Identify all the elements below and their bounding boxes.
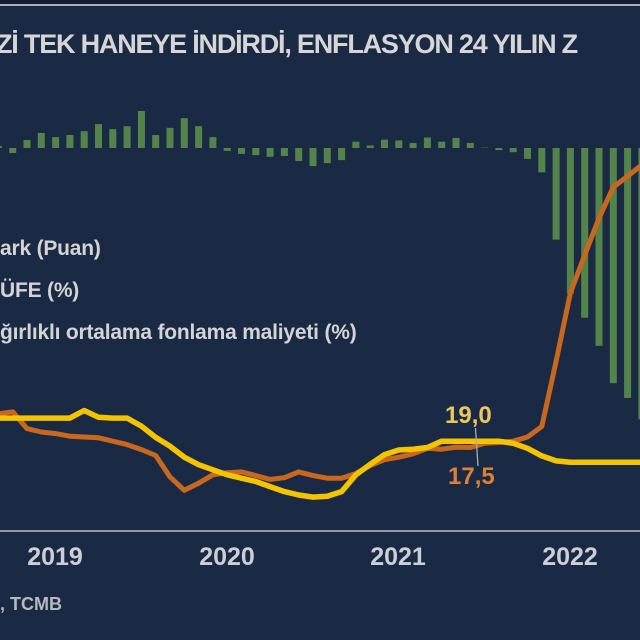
fark-bar (109, 129, 117, 148)
fark-bar (295, 148, 303, 161)
source-credit: , TCMB (0, 594, 62, 614)
legend-item-tufe: ÜFE (%) (0, 270, 357, 312)
legend-item-fonlama: ğırlıklı ortalama fonlama maliyeti (%) (0, 312, 357, 354)
fark-bar (152, 135, 160, 148)
difference-bars (0, 111, 640, 420)
fark-bar (309, 148, 317, 167)
fark-bar (80, 131, 88, 148)
legend-item-fark: ark (Puan) (0, 228, 357, 270)
fark-bar (223, 148, 231, 151)
fark-bar (466, 143, 474, 148)
fark-bar (52, 137, 60, 148)
fark-bar (352, 141, 360, 148)
fark-bar (0, 145, 2, 148)
fark-bar (166, 127, 174, 148)
tufe-line (0, 163, 640, 493)
fark-bar (266, 148, 274, 157)
fark-bar (137, 111, 145, 148)
fark-bar (552, 148, 560, 240)
fark-bar (381, 139, 388, 148)
fark-bar (524, 148, 531, 159)
frame-strip-top (0, 0, 640, 4)
fark-bar (566, 148, 574, 294)
x-tick-2021: 2021 (370, 543, 426, 571)
fark-bar (495, 148, 503, 151)
legend-label-tufe: ÜFE (%) (0, 279, 80, 302)
legend: ark (Puan) ÜFE (%) ğırlıklı ortalama fon… (0, 228, 357, 354)
fark-bar (23, 140, 31, 148)
fark-bar (609, 148, 617, 384)
tufe-value-label: 17,5 (448, 463, 495, 490)
fark-bar (509, 148, 517, 153)
fark-bar (338, 148, 346, 161)
fark-bar (209, 137, 217, 148)
fark-bar (280, 148, 288, 156)
fark-bar (123, 126, 131, 148)
legend-label-fonlama: ğırlıklı ortalama fonlama maliyeti (%) (0, 321, 357, 344)
fark-bar (638, 148, 640, 420)
fark-bar (438, 141, 446, 148)
fark-bar (595, 148, 603, 346)
annotation-callout-line (474, 427, 479, 467)
fark-bar (395, 140, 403, 148)
fark-bar (624, 148, 632, 398)
fark-bar (423, 137, 431, 148)
legend-label-fark: ark (Puan) (0, 237, 101, 260)
fark-bar (95, 124, 102, 148)
funding-cost-line (0, 407, 640, 500)
chart-title: Zİ TEK HANEYE İNDİRDİ, ENFLASYON 24 YILI… (0, 29, 578, 59)
fark-bar (452, 137, 460, 148)
fark-bar (195, 126, 203, 148)
frame-line-top (0, 4, 640, 6)
fark-bar (66, 135, 74, 148)
fark-bar (238, 148, 245, 154)
fark-bar (180, 118, 188, 148)
fark-bar (581, 148, 589, 318)
fark-bar (323, 148, 331, 164)
x-tick-2019: 2019 (27, 543, 83, 571)
fark-bar (37, 132, 45, 148)
fark-bar (252, 148, 260, 156)
fark-bar (538, 148, 546, 173)
x-tick-2022: 2022 (542, 543, 598, 571)
fark-bar (409, 143, 417, 148)
funding-cost-value-label: 19,0 (445, 402, 492, 429)
x-tick-2020: 2020 (199, 543, 255, 571)
fark-bar (9, 148, 17, 153)
fark-bar (366, 145, 374, 148)
